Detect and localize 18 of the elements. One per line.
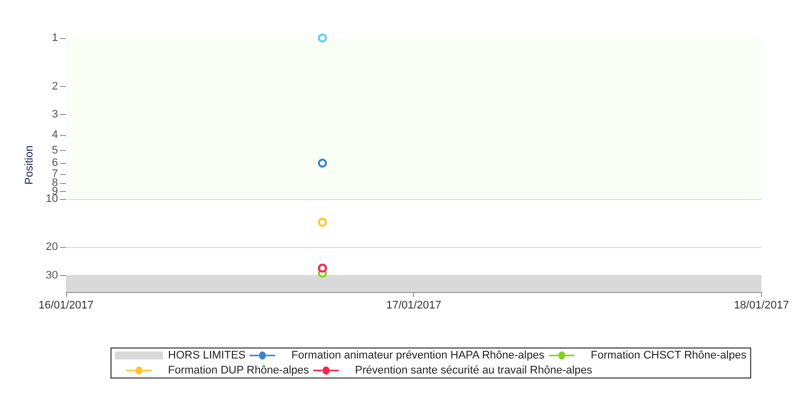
y-tick-label: 5 — [52, 144, 58, 156]
y-tick-label: 20 — [46, 241, 58, 254]
y-tick-label: 6 — [52, 157, 58, 170]
y-axis-title: Position — [23, 145, 36, 185]
legend-label: Prévention sante sécurité au travail Rhône-alpes — [355, 364, 593, 376]
legend-label: Formation DUP Rhône-alpes — [168, 364, 310, 376]
y-tick-label: 3 — [52, 108, 58, 121]
x-tick-label: 18/01/2017 — [734, 300, 790, 312]
legend-label: Formation CHSCT Rhône-alpes — [590, 350, 747, 362]
y-tick-label: 2 — [52, 80, 58, 92]
y-tick-label: 4 — [52, 128, 58, 141]
legend-label: HORS LIMITES — [168, 350, 246, 362]
y-tick-label: 30 — [46, 269, 58, 282]
legend-label: Formation animateur prévention HAPA Rhône-alpes — [291, 350, 545, 362]
x-tick-label: 17/01/2017 — [386, 300, 442, 312]
y-tick-label: 7 — [52, 168, 58, 180]
x-tick-label: 16/01/2017 — [38, 300, 94, 312]
y-tick-label: 1 — [52, 32, 58, 44]
